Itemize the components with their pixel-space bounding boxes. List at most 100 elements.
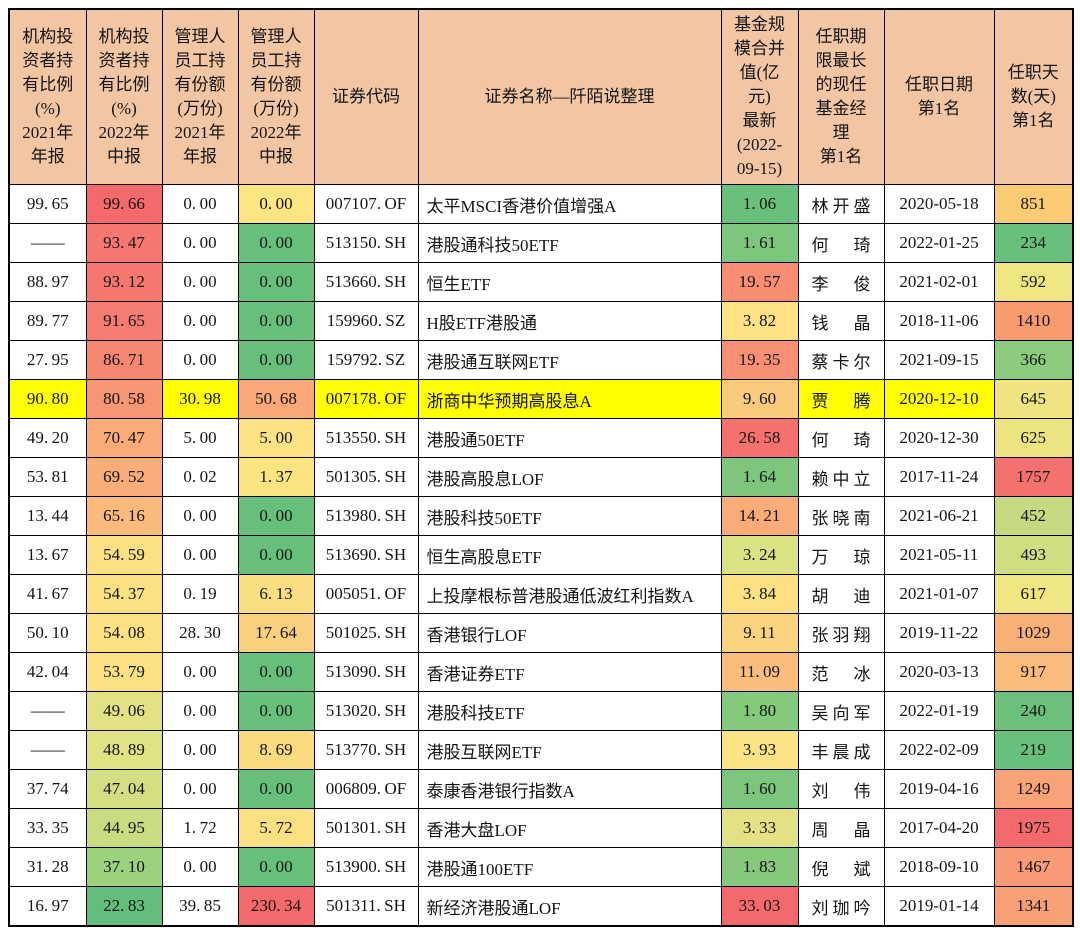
table-cell: 26. 58 bbox=[720, 418, 799, 458]
table-cell: 9. 11 bbox=[720, 613, 799, 653]
fund-table: 机构投 资者持 有比例 (%) 2021年 年报 机构投 资者持 有比例 (%) … bbox=[8, 8, 1074, 927]
table-cell: 1341 bbox=[993, 886, 1074, 927]
table-cell: 513660. SH bbox=[313, 262, 419, 302]
table-cell: 91. 65 bbox=[85, 301, 163, 341]
table-cell: 513980. SH bbox=[313, 496, 419, 536]
table-cell: 005051. OF bbox=[313, 574, 419, 614]
table-cell: 1. 72 bbox=[161, 808, 239, 848]
manager-name-cell: 何琦 bbox=[797, 223, 885, 263]
table-cell: 1410 bbox=[993, 301, 1074, 341]
manager-name-cell: 何琦 bbox=[797, 418, 885, 458]
table-cell: 5. 72 bbox=[237, 808, 315, 848]
table-cell: 0. 00 bbox=[161, 184, 239, 224]
table-cell: 2021-06-21 bbox=[883, 496, 995, 536]
table-cell: 0. 00 bbox=[237, 340, 315, 380]
table-cell: 0. 00 bbox=[161, 769, 239, 809]
table-cell: 31. 28 bbox=[8, 847, 87, 887]
table-cell: 6. 13 bbox=[237, 574, 315, 614]
table-row: 33. 35 44. 95 1. 72 5. 72 501301. SH 香港大盘LOF 3… bbox=[8, 808, 1074, 848]
table-cell: 3. 82 bbox=[720, 301, 799, 341]
column-header: 证券名称—阡陌说整理 bbox=[417, 8, 722, 185]
table-cell: 93. 12 bbox=[85, 262, 163, 302]
table-row: —— 49. 06 0. 00 0. 00 513020. SH 港股科技ETF 1. 80… bbox=[8, 691, 1074, 731]
table-cell: 69. 52 bbox=[85, 457, 163, 497]
table-cell: 617 bbox=[993, 574, 1074, 614]
table-cell: 2021-01-07 bbox=[883, 574, 995, 614]
fund-table-container: 机构投 资者持 有比例 (%) 2021年 年报 机构投 资者持 有比例 (%) … bbox=[8, 8, 1074, 927]
table-row: 42. 04 53. 79 0. 00 0. 00 513090. SH 香港证券ETF 1… bbox=[8, 652, 1074, 692]
table-cell: 0. 00 bbox=[161, 730, 239, 770]
table-cell: 48. 89 bbox=[85, 730, 163, 770]
table-cell: 86. 71 bbox=[85, 340, 163, 380]
table-cell: 0. 00 bbox=[161, 301, 239, 341]
table-cell: 1. 61 bbox=[720, 223, 799, 263]
table-cell: 513150. SH bbox=[313, 223, 419, 263]
table-cell: 2019-11-22 bbox=[883, 613, 995, 653]
manager-name-cell: 万琼 bbox=[797, 535, 885, 575]
table-cell: 14. 21 bbox=[720, 496, 799, 536]
table-cell: 3. 84 bbox=[720, 574, 799, 614]
table-cell: 1. 83 bbox=[720, 847, 799, 887]
table-cell: 54. 08 bbox=[85, 613, 163, 653]
table-row: —— 48. 89 0. 00 8. 69 513770. SH 港股互联网ETF 3. 9… bbox=[8, 730, 1074, 770]
table-cell: 513550. SH bbox=[313, 418, 419, 458]
table-cell: 230. 34 bbox=[237, 886, 315, 927]
table-cell: 0. 19 bbox=[161, 574, 239, 614]
table-cell: 501301. SH bbox=[313, 808, 419, 848]
table-row: 89. 77 91. 65 0. 00 0. 00 159960. SZ H股ETF港股通… bbox=[8, 301, 1074, 341]
table-cell: 44. 95 bbox=[85, 808, 163, 848]
table-cell: 41. 67 bbox=[8, 574, 87, 614]
table-cell: 90. 80 bbox=[8, 379, 87, 419]
table-cell: 0. 00 bbox=[237, 223, 315, 263]
table-cell: 0. 00 bbox=[161, 652, 239, 692]
table-row: —— 93. 47 0. 00 0. 00 513150. SH 港股通科技50ETF 1.… bbox=[8, 223, 1074, 263]
table-cell: 452 bbox=[993, 496, 1074, 536]
fund-name-cell: 香港银行LOF bbox=[417, 613, 722, 653]
table-cell: 47. 04 bbox=[85, 769, 163, 809]
table-cell: 93. 47 bbox=[85, 223, 163, 263]
table-cell: 0. 00 bbox=[161, 496, 239, 536]
table-cell: 0. 00 bbox=[237, 301, 315, 341]
table-cell: 0. 00 bbox=[237, 496, 315, 536]
table-cell: 49. 20 bbox=[8, 418, 87, 458]
column-header: 管理人 员工持 有份额 (万份) 2021年 年报 bbox=[161, 8, 239, 185]
fund-name-cell: 泰康香港银行指数A bbox=[417, 769, 722, 809]
table-cell: 2021-05-11 bbox=[883, 535, 995, 575]
table-cell: 240 bbox=[993, 691, 1074, 731]
table-row: 37. 74 47. 04 0. 00 0. 00 006809. OF 泰康香港银行指数… bbox=[8, 769, 1074, 809]
fund-name-cell: 港股科技50ETF bbox=[417, 496, 722, 536]
table-cell: 007178. OF bbox=[313, 379, 419, 419]
table-cell: 1. 80 bbox=[720, 691, 799, 731]
table-cell: 1. 37 bbox=[237, 457, 315, 497]
table-cell: 89. 77 bbox=[8, 301, 87, 341]
table-cell: 2020-03-13 bbox=[883, 652, 995, 692]
table-cell: 2020-12-30 bbox=[883, 418, 995, 458]
fund-name-cell: 港股互联网ETF bbox=[417, 730, 722, 770]
table-cell: 9. 60 bbox=[720, 379, 799, 419]
table-cell: 1975 bbox=[993, 808, 1074, 848]
table-cell: 2022-01-19 bbox=[883, 691, 995, 731]
table-cell: 501311. SH bbox=[313, 886, 419, 927]
table-cell: 2018-09-10 bbox=[883, 847, 995, 887]
fund-name-cell: 恒生ETF bbox=[417, 262, 722, 302]
table-cell: 1. 06 bbox=[720, 184, 799, 224]
fund-name-cell: 港股通互联网ETF bbox=[417, 340, 722, 380]
table-cell: 70. 47 bbox=[85, 418, 163, 458]
manager-name-cell: 范冰 bbox=[797, 652, 885, 692]
column-header: 任职天 数(天) 第1名 bbox=[993, 8, 1074, 185]
fund-name-cell: 香港证券ETF bbox=[417, 652, 722, 692]
table-cell: 33. 35 bbox=[8, 808, 87, 848]
table-cell: 33. 03 bbox=[720, 886, 799, 927]
table-row: 13. 67 54. 59 0. 00 0. 00 513690. SH 恒生高股息ETF… bbox=[8, 535, 1074, 575]
fund-name-cell: 港股通科技50ETF bbox=[417, 223, 722, 263]
column-header: 管理人 员工持 有份额 (万份) 2022年 中报 bbox=[237, 8, 315, 185]
table-cell: 2022-01-25 bbox=[883, 223, 995, 263]
table-cell: 917 bbox=[993, 652, 1074, 692]
table-cell: 0. 00 bbox=[161, 691, 239, 731]
table-cell: 501305. SH bbox=[313, 457, 419, 497]
fund-name-cell: 浙商中华预期高股息A bbox=[417, 379, 722, 419]
manager-name-cell: 钱晶 bbox=[797, 301, 885, 341]
table-cell: 80. 58 bbox=[85, 379, 163, 419]
column-header: 机构投 资者持 有比例 (%) 2021年 年报 bbox=[8, 8, 87, 185]
table-cell: 159792. SZ bbox=[313, 340, 419, 380]
